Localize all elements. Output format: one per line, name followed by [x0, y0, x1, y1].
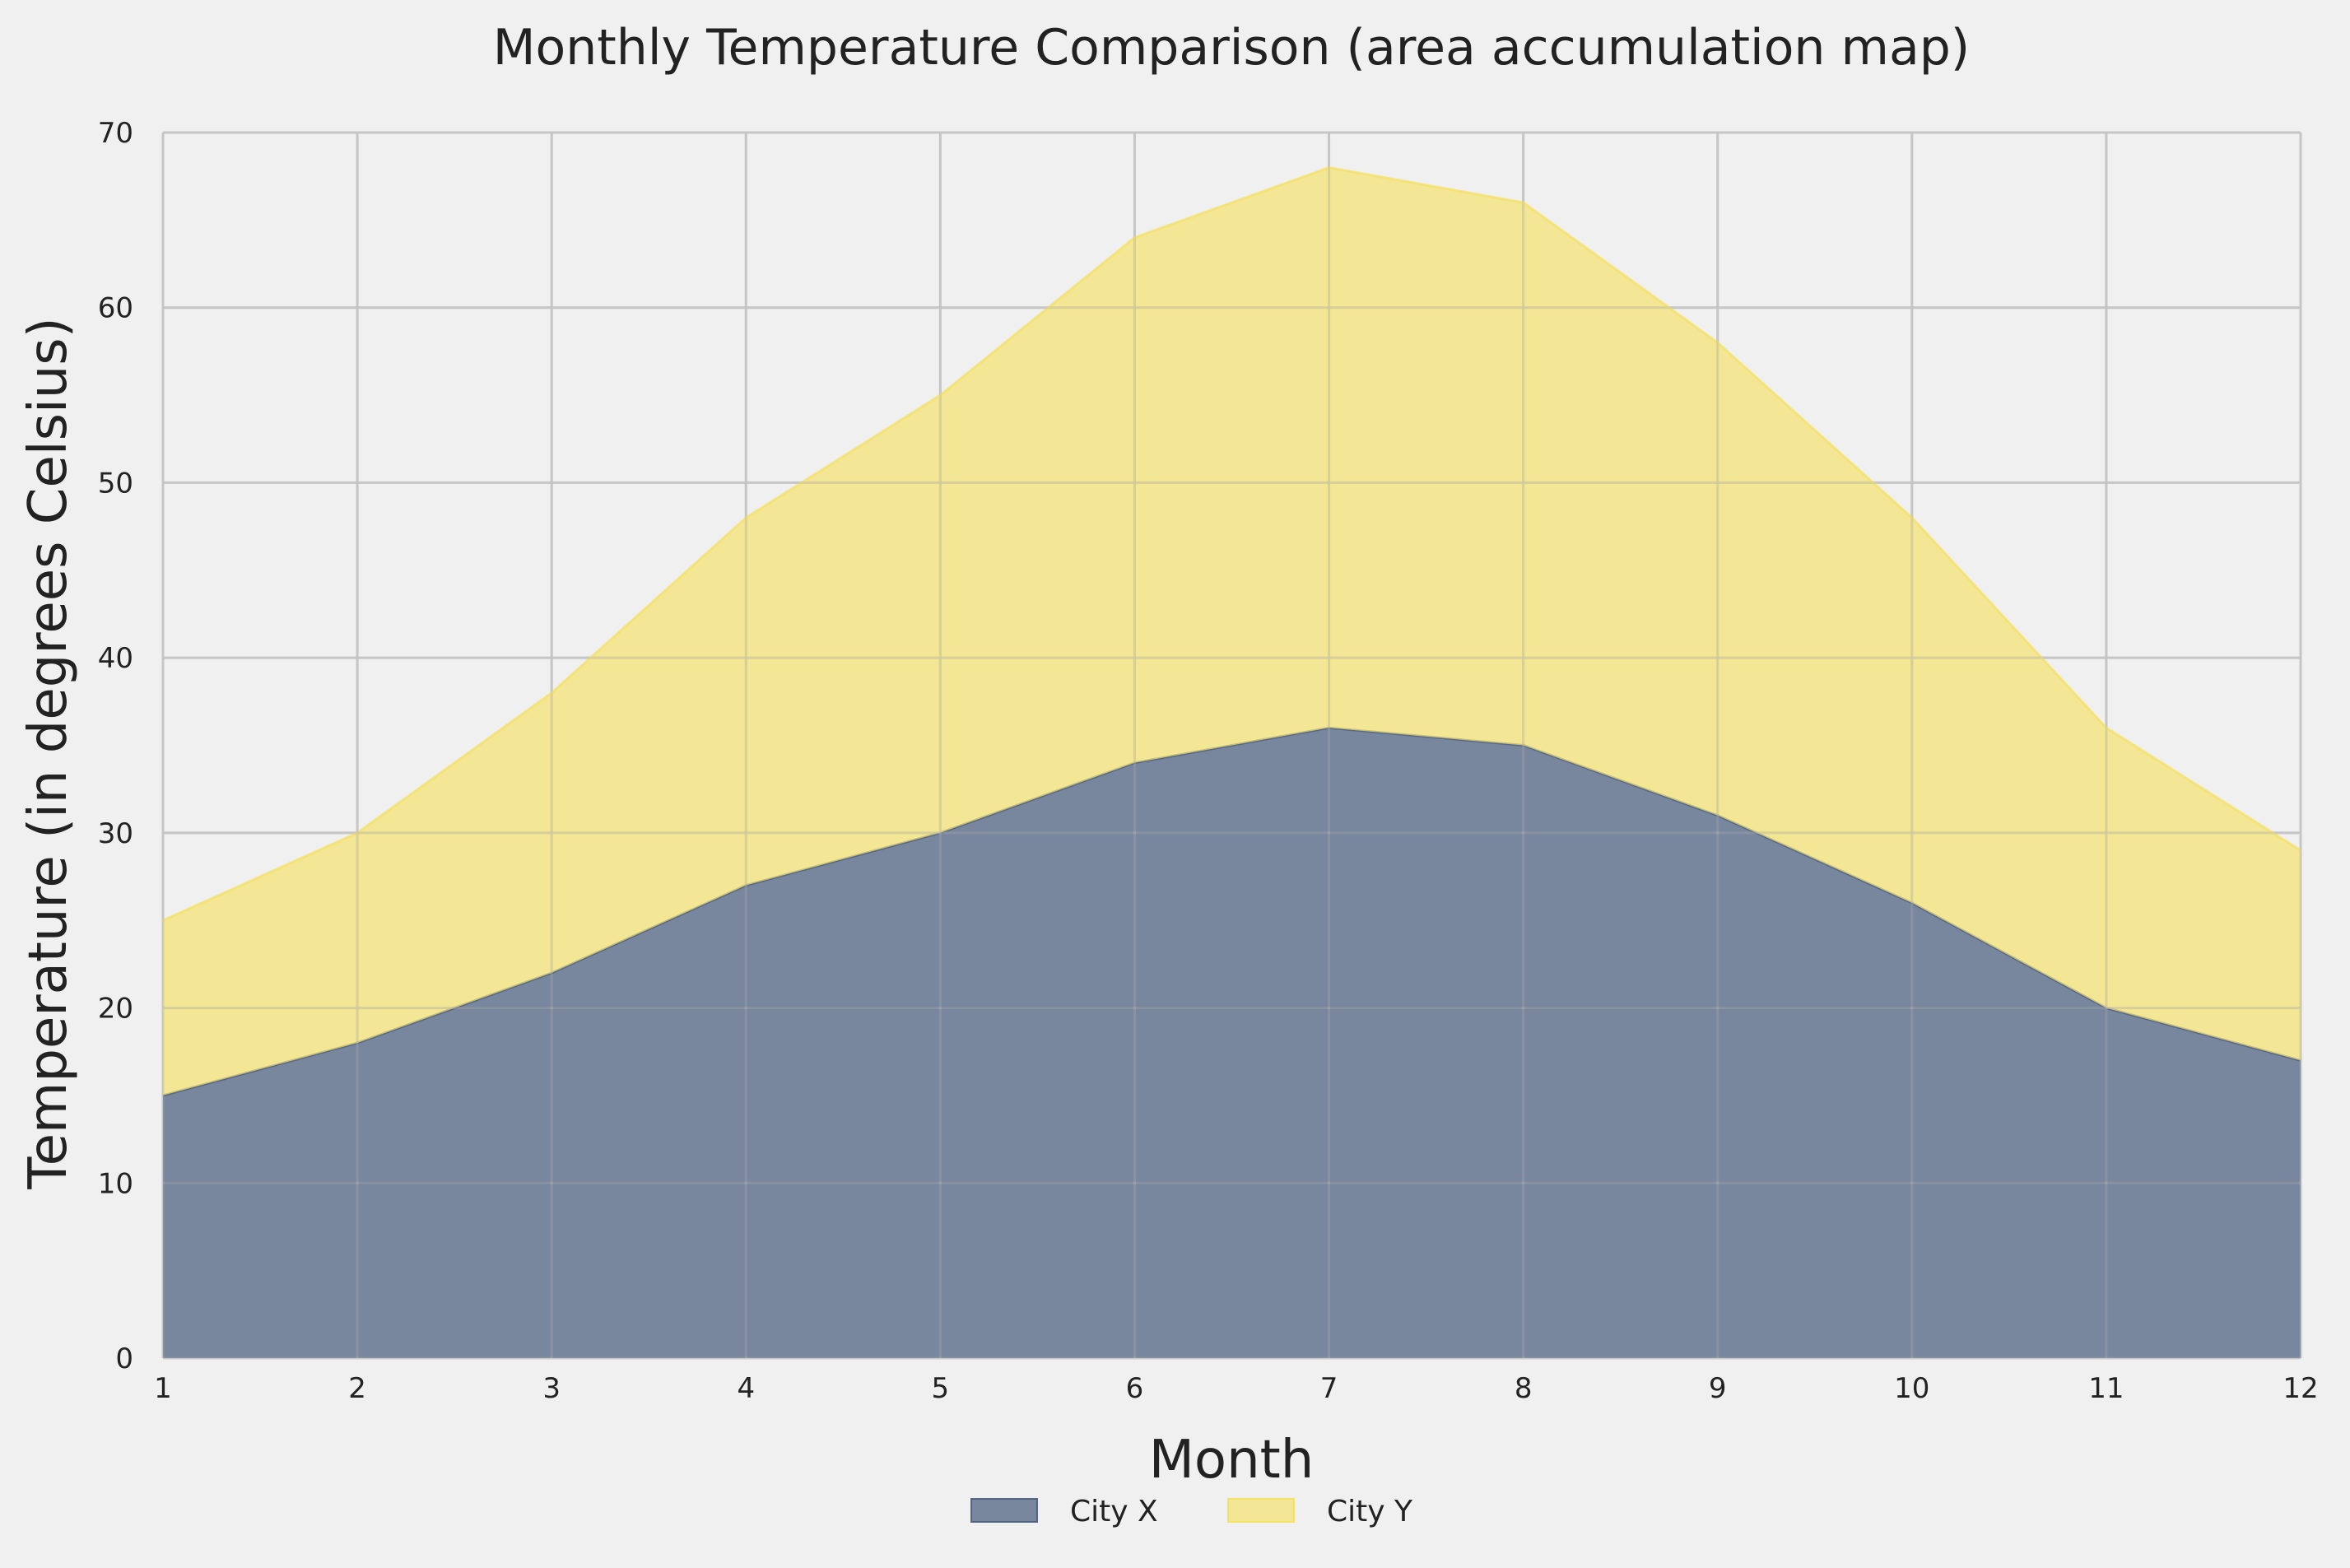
x-tick-label: 5 [932, 1372, 950, 1405]
legend-swatch-city-x [970, 1498, 1038, 1523]
x-tick-label: 4 [737, 1372, 755, 1405]
y-tick-label: 60 [98, 292, 133, 325]
y-tick-label: 0 [115, 1342, 133, 1375]
y-tick-label: 20 [98, 993, 133, 1026]
x-axis-label: Month [1149, 1430, 1315, 1491]
y-tick-label: 50 [98, 467, 133, 500]
x-tick-label: 10 [1894, 1372, 1929, 1405]
legend-label-city-y: City Y [1327, 1495, 1413, 1528]
x-tick-label: 6 [1126, 1372, 1144, 1405]
legend-label-city-x: City X [1070, 1495, 1158, 1528]
x-tick-label: 7 [1320, 1372, 1338, 1405]
legend: City X City Y [970, 1495, 1413, 1528]
chart-title: Monthly Temperature Comparison (area acc… [493, 19, 1970, 77]
y-tick-label: 40 [98, 642, 133, 675]
area-edge-city-y [162, 165, 2301, 922]
y-axis-label: Temperature (in degrees Celsius) [18, 317, 79, 1189]
area-city-x [163, 728, 2301, 1358]
x-tick-label: 9 [1709, 1372, 1727, 1405]
x-tick-label: 8 [1515, 1372, 1533, 1405]
x-tick-label: 2 [348, 1372, 366, 1405]
plot-areas [162, 165, 2301, 1358]
x-tick-labels: 1 2 3 4 5 6 7 8 9 10 11 12 [154, 1372, 2318, 1405]
area-city-y [163, 167, 2301, 1096]
x-tick-label: 3 [542, 1372, 561, 1405]
x-tick-label: 12 [2283, 1372, 2318, 1405]
x-tick-label: 1 [154, 1372, 172, 1405]
legend-swatch-city-y [1227, 1498, 1295, 1523]
grid-overlay [161, 131, 2302, 1360]
x-tick-label: 11 [2088, 1372, 2124, 1405]
y-tick-labels: 0 10 20 30 40 50 60 70 [98, 117, 133, 1375]
y-tick-label: 30 [98, 817, 133, 850]
y-tick-label: 10 [98, 1167, 133, 1200]
y-tick-label: 70 [98, 117, 133, 150]
